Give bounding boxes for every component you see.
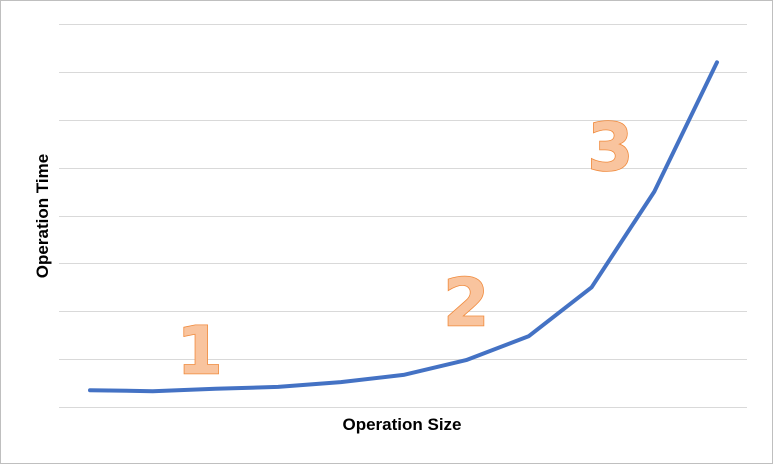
annotation-label-3: 3: [587, 109, 633, 186]
series-line-0: [88, 60, 719, 394]
annotation-label-1: 1: [177, 313, 223, 390]
gridlines: [59, 24, 747, 408]
series-layer: [88, 60, 719, 394]
annotations: 1 2 3: [176, 108, 634, 390]
x-axis-title: Operation Size: [342, 415, 461, 434]
annotation-label-2: 2: [443, 265, 489, 342]
y-axis-title: Operation Time: [33, 154, 52, 278]
